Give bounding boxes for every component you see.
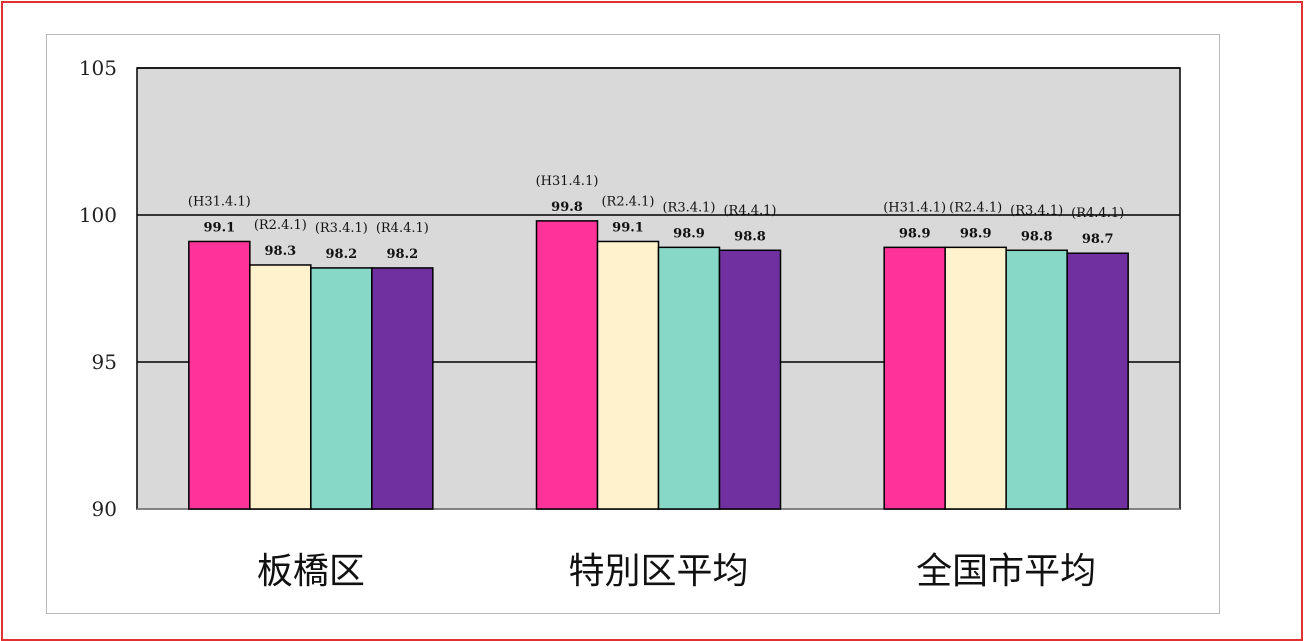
bar-period-label: (H31.4.1) [536, 174, 599, 189]
bar [596, 240, 660, 510]
bar [718, 249, 782, 510]
bar [310, 267, 373, 510]
bar [883, 246, 946, 510]
bar-period-label: (R4.4.1) [376, 221, 429, 236]
bar-value-label: 99.8 [551, 200, 583, 215]
bar-period-label: (R2.4.1) [949, 200, 1002, 215]
bar-period-label: (H31.4.1) [883, 200, 946, 215]
bar-value-label: 98.2 [325, 247, 357, 262]
category-label: 特別区平均 [568, 551, 748, 592]
category-label: 全国市平均 [916, 551, 1096, 592]
x-axis: 板橋区 特別区平均 全国市平均 [257, 551, 1096, 592]
bar-value-label: 98.9 [899, 226, 931, 241]
bar [371, 267, 434, 510]
bar-period-label: (R3.4.1) [315, 221, 368, 236]
chart-card: 90 95 100 105 99.1 (H31.4.1) 98.3 (R2.4.1) 98.2… [46, 34, 1220, 614]
data-labels: 99.1 (H31.4.1) 98.3 (R2.4.1) 98.2 (R3.4.1) 98.… [188, 174, 1124, 262]
y-tick-label: 95 [92, 350, 117, 374]
bar-value-label: 98.3 [264, 244, 296, 259]
bar-period-label: (R4.4.1) [723, 203, 776, 218]
bar-period-label: (R3.4.1) [1010, 203, 1063, 218]
bar-period-label: (R3.4.1) [662, 200, 715, 215]
bar-value-label: 98.8 [734, 229, 766, 244]
bars [188, 220, 1129, 510]
bar [944, 246, 1007, 510]
bar-value-label: 98.9 [673, 226, 705, 241]
bar-value-label: 99.1 [612, 220, 644, 235]
bar-chart: 90 95 100 105 99.1 (H31.4.1) 98.3 (R2.4.1) 98.2… [79, 56, 1181, 592]
bar-value-label: 98.8 [1021, 229, 1053, 244]
y-tick-label: 100 [79, 203, 117, 227]
bar-value-label: 99.1 [203, 220, 235, 235]
y-axis: 90 95 100 105 [79, 56, 117, 521]
bar-value-label: 98.9 [960, 226, 992, 241]
category-label: 板橋区 [257, 551, 365, 592]
bar-value-label: 98.7 [1082, 232, 1114, 247]
bar [1066, 252, 1129, 510]
bar [188, 240, 251, 510]
bar [1005, 249, 1068, 510]
bar-value-label: 98.2 [386, 247, 418, 262]
bar [535, 220, 599, 510]
bar [249, 264, 312, 510]
bar-period-label: (H31.4.1) [188, 194, 251, 209]
bar-period-label: (R2.4.1) [254, 218, 307, 233]
y-tick-label: 90 [92, 497, 117, 521]
bar-period-label: (R4.4.1) [1071, 206, 1124, 221]
bar-period-label: (R2.4.1) [601, 194, 654, 209]
bar [657, 246, 721, 510]
y-tick-label: 105 [79, 56, 117, 80]
